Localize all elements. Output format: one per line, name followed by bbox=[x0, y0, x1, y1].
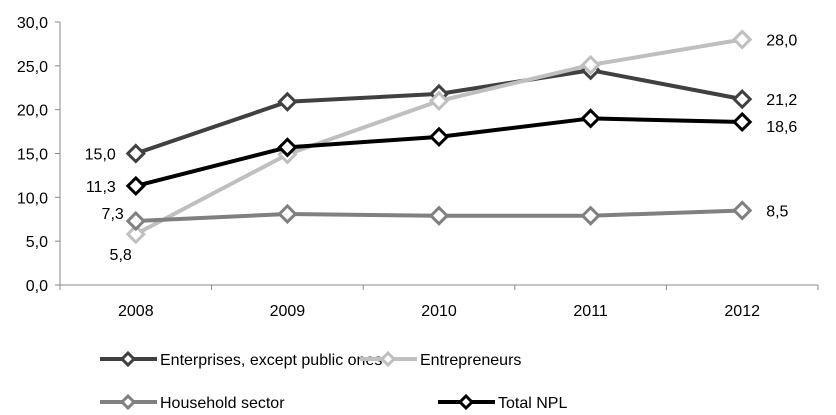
data-label: 18,6 bbox=[766, 119, 797, 136]
data-label: 8,5 bbox=[766, 203, 788, 220]
y-tick-label: 15,0 bbox=[17, 147, 48, 164]
data-label: 15,0 bbox=[85, 147, 116, 164]
y-tick-label: 25,0 bbox=[17, 59, 48, 76]
x-tick-label: 2012 bbox=[724, 303, 760, 320]
data-point-marker bbox=[277, 137, 298, 158]
legend: Enterprises, except public ones Entrepren… bbox=[100, 350, 567, 412]
data-point-marker bbox=[125, 224, 146, 245]
x-tick-label: 2009 bbox=[270, 303, 306, 320]
data-point-marker bbox=[732, 29, 753, 50]
data-point-marker bbox=[428, 90, 450, 112]
legend-swatch-marker bbox=[379, 350, 397, 368]
data-point-marker bbox=[277, 91, 298, 112]
data-point-marker bbox=[428, 126, 450, 147]
y-tick-label: 0,0 bbox=[26, 278, 48, 295]
y-tick-label: 10,0 bbox=[17, 190, 48, 207]
legend-swatch-marker bbox=[119, 350, 137, 368]
legend-item: Enterprises, except public ones bbox=[100, 350, 382, 369]
legend-swatch-marker bbox=[457, 393, 475, 411]
data-point-marker bbox=[732, 111, 753, 133]
data-label: 11,3 bbox=[86, 179, 116, 196]
data-point-marker bbox=[125, 175, 146, 197]
y-tick-label: 5,0 bbox=[26, 234, 48, 251]
data-point-marker bbox=[428, 205, 450, 226]
data-point-marker bbox=[732, 200, 753, 221]
x-tick-label: 2010 bbox=[421, 303, 457, 320]
data-point-marker bbox=[580, 205, 601, 226]
data-point-marker bbox=[277, 203, 298, 225]
y-tick-label: 20,0 bbox=[17, 103, 48, 120]
data-point-marker bbox=[580, 54, 601, 76]
data-point-marker bbox=[580, 108, 601, 129]
series-lines bbox=[125, 29, 753, 245]
axes: 0,0 5,0 10,0 15,0 20,0 25,0 30,0 2008 2009 2010 20… bbox=[17, 15, 819, 320]
series-household-sector bbox=[125, 200, 753, 232]
data-point-marker bbox=[125, 143, 146, 164]
legend-swatch-marker bbox=[119, 393, 137, 411]
x-tick-label: 2011 bbox=[573, 303, 608, 320]
legend-label: Household sector bbox=[160, 395, 285, 410]
data-point-marker bbox=[732, 89, 753, 110]
data-label: 28,0 bbox=[766, 33, 797, 50]
data-labels: 15,0 21,2 5,8 28,0 7,3 8,5 11,3 18,6 bbox=[85, 33, 798, 265]
legend-label: Total NPL bbox=[498, 395, 567, 410]
data-label: 21,2 bbox=[766, 92, 797, 109]
legend-item: Household sector bbox=[100, 393, 285, 412]
data-point-marker bbox=[125, 210, 146, 232]
data-label: 5,8 bbox=[110, 247, 132, 264]
series-total-npl bbox=[125, 108, 753, 197]
y-tick-label: 30,0 bbox=[17, 15, 48, 32]
legend-item: Total NPL bbox=[438, 393, 567, 412]
data-label: 7,3 bbox=[102, 206, 124, 223]
x-tick-label: 2008 bbox=[118, 303, 154, 320]
legend-item: Entrepreneurs bbox=[360, 350, 521, 369]
legend-label: Entrepreneurs bbox=[420, 352, 521, 369]
legend-label: Enterprises, except public ones bbox=[160, 352, 382, 369]
